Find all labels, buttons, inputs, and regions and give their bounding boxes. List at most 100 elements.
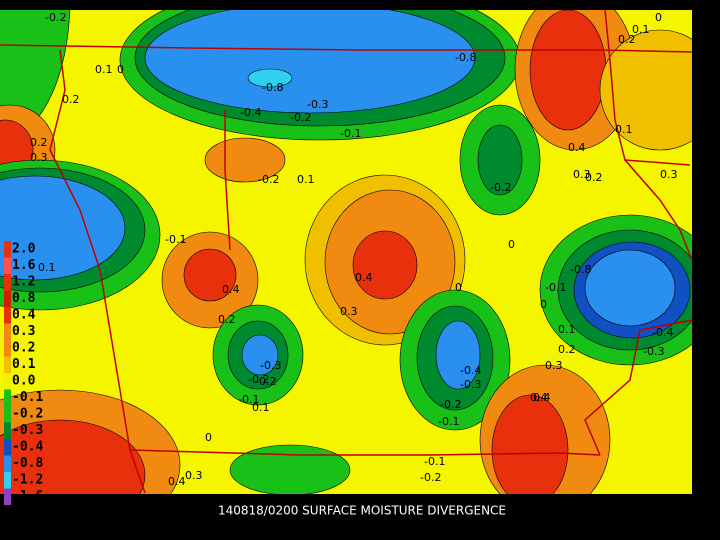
contour-label: 0.4 <box>568 141 586 154</box>
contour-label: 0.4 <box>222 283 240 296</box>
contour-label: -0.4 <box>652 326 673 339</box>
contour-label: 0 <box>455 281 462 294</box>
contour-fill <box>529 9 607 131</box>
contour-label: -0.3 <box>260 359 281 372</box>
legend-swatch <box>4 340 11 357</box>
legend-swatch <box>4 290 11 307</box>
legend-label: -0.3 <box>12 423 43 438</box>
legend-swatch <box>4 373 11 390</box>
contour-label: -0.2 <box>290 111 311 124</box>
contour-label: 0.2 <box>218 313 236 326</box>
contour-label: 0.4 <box>533 391 551 404</box>
legend-label: 0.8 <box>12 291 36 306</box>
contour-label: -0.1 <box>545 281 566 294</box>
contour-label: -0.2 <box>258 173 279 186</box>
legend-label: 0.3 <box>12 324 35 339</box>
contour-label: 0.3 <box>545 359 563 372</box>
contour-fill <box>599 29 720 151</box>
legend: 2.01.6 1.20.8 0.40.3 0.20.1 0.0-0.1 -0.2-0.3 -… <box>4 241 43 505</box>
contour-label: 0.3 <box>573 168 591 181</box>
contour-label: -0.8 <box>570 263 591 276</box>
legend-swatch <box>4 488 11 505</box>
contour-label: 0.4 <box>530 391 548 404</box>
contour-fill <box>241 334 279 376</box>
legend-label: 2.0 <box>12 242 36 257</box>
legend-swatch <box>4 422 11 439</box>
contour-label: -0.3 <box>460 378 481 391</box>
legend-label: 0.4 <box>12 308 36 323</box>
legend-label: 1.6 <box>12 258 36 273</box>
contour-label: -0.2 <box>45 11 66 24</box>
contour-fill <box>183 248 237 302</box>
legend-label: -0.2 <box>12 407 43 422</box>
lower-mask <box>0 494 720 540</box>
contour-label: -0.2 <box>490 181 511 194</box>
contour-label: -0.1 <box>238 393 259 406</box>
contour-label: -0.8 <box>455 51 476 64</box>
legend-label: -1.6 <box>12 489 43 504</box>
contour-label: 0.1 <box>558 323 576 336</box>
contour-label: -0.4 <box>240 106 261 119</box>
contour-fill <box>0 0 71 141</box>
legend-label: -0.1 <box>12 390 43 405</box>
legend-swatch <box>4 455 11 472</box>
contour-label: -0.1 <box>424 455 445 468</box>
contour-label: 0.1 <box>38 261 56 274</box>
contour-label: -0.3 <box>307 98 328 111</box>
contour-label: 0.4 <box>168 475 186 488</box>
contour-label: -0.1 <box>165 233 186 246</box>
contour-label: -0.2 <box>248 373 269 386</box>
contour-label: 0.2 <box>558 343 576 356</box>
right-mask <box>692 0 720 540</box>
legend-swatch <box>4 439 11 456</box>
top-mask <box>0 0 720 10</box>
contour-label: 0 <box>205 431 212 444</box>
legend-swatch <box>4 257 11 274</box>
contour-label: -0.1 <box>340 127 361 140</box>
contour-label: -0.2 <box>255 375 276 388</box>
contour-label: -0.1 <box>438 415 459 428</box>
contour-fill <box>491 394 569 506</box>
contour-fill <box>229 444 351 496</box>
contour-label: 0.3 <box>340 305 358 318</box>
contour-label: 0.2 <box>585 171 603 184</box>
contour-label: 0.3 <box>30 151 48 164</box>
contour-label: 0.2 <box>62 93 80 106</box>
contour-fill <box>477 124 523 196</box>
legend-label: 0.1 <box>12 357 36 372</box>
legend-swatch <box>4 274 11 291</box>
legend-label: -0.4 <box>12 440 43 455</box>
contour-label: 0 <box>540 298 547 311</box>
legend-label: 1.2 <box>12 275 35 290</box>
contour-label: 0.2 <box>30 136 48 149</box>
contour-label: 0.3 <box>660 168 678 181</box>
contour-labels: -0.20.1 0-0.8-0.800.10.2-0.4 -0.2-0.3-0.1-… <box>30 11 678 488</box>
contour-label: 0 <box>655 11 662 24</box>
legend-swatch <box>4 356 11 373</box>
contour-fill <box>0 175 126 281</box>
legend-swatch <box>4 307 11 324</box>
contour-fill <box>144 2 476 114</box>
legend-swatch <box>4 389 11 406</box>
contour-fill <box>247 68 293 88</box>
contour-label: -0.3 <box>643 345 664 358</box>
contour-label: 0.1 <box>252 401 270 414</box>
contour-label: 0.2 <box>618 33 636 46</box>
contour-label: 0 <box>508 238 515 251</box>
contour-label: 0.1 <box>95 63 113 76</box>
contour-label: 0 <box>117 63 124 76</box>
legend-swatch <box>4 406 11 423</box>
legend-label: -0.8 <box>12 456 43 471</box>
map-title: 140818/0200 SURFACE MOISTURE DIVERGENCE <box>218 504 506 518</box>
contour-label: 0.4 <box>355 271 373 284</box>
contour-label: 0.3 <box>185 469 203 482</box>
legend-swatch <box>4 241 11 258</box>
contour-fill <box>352 230 418 300</box>
contour-label: 0.1 <box>632 23 650 36</box>
contour-label: -0.2 <box>440 398 461 411</box>
legend-label: 0.0 <box>12 374 36 389</box>
contour-label: -0.8 <box>262 81 283 94</box>
contour-fill <box>584 249 676 327</box>
